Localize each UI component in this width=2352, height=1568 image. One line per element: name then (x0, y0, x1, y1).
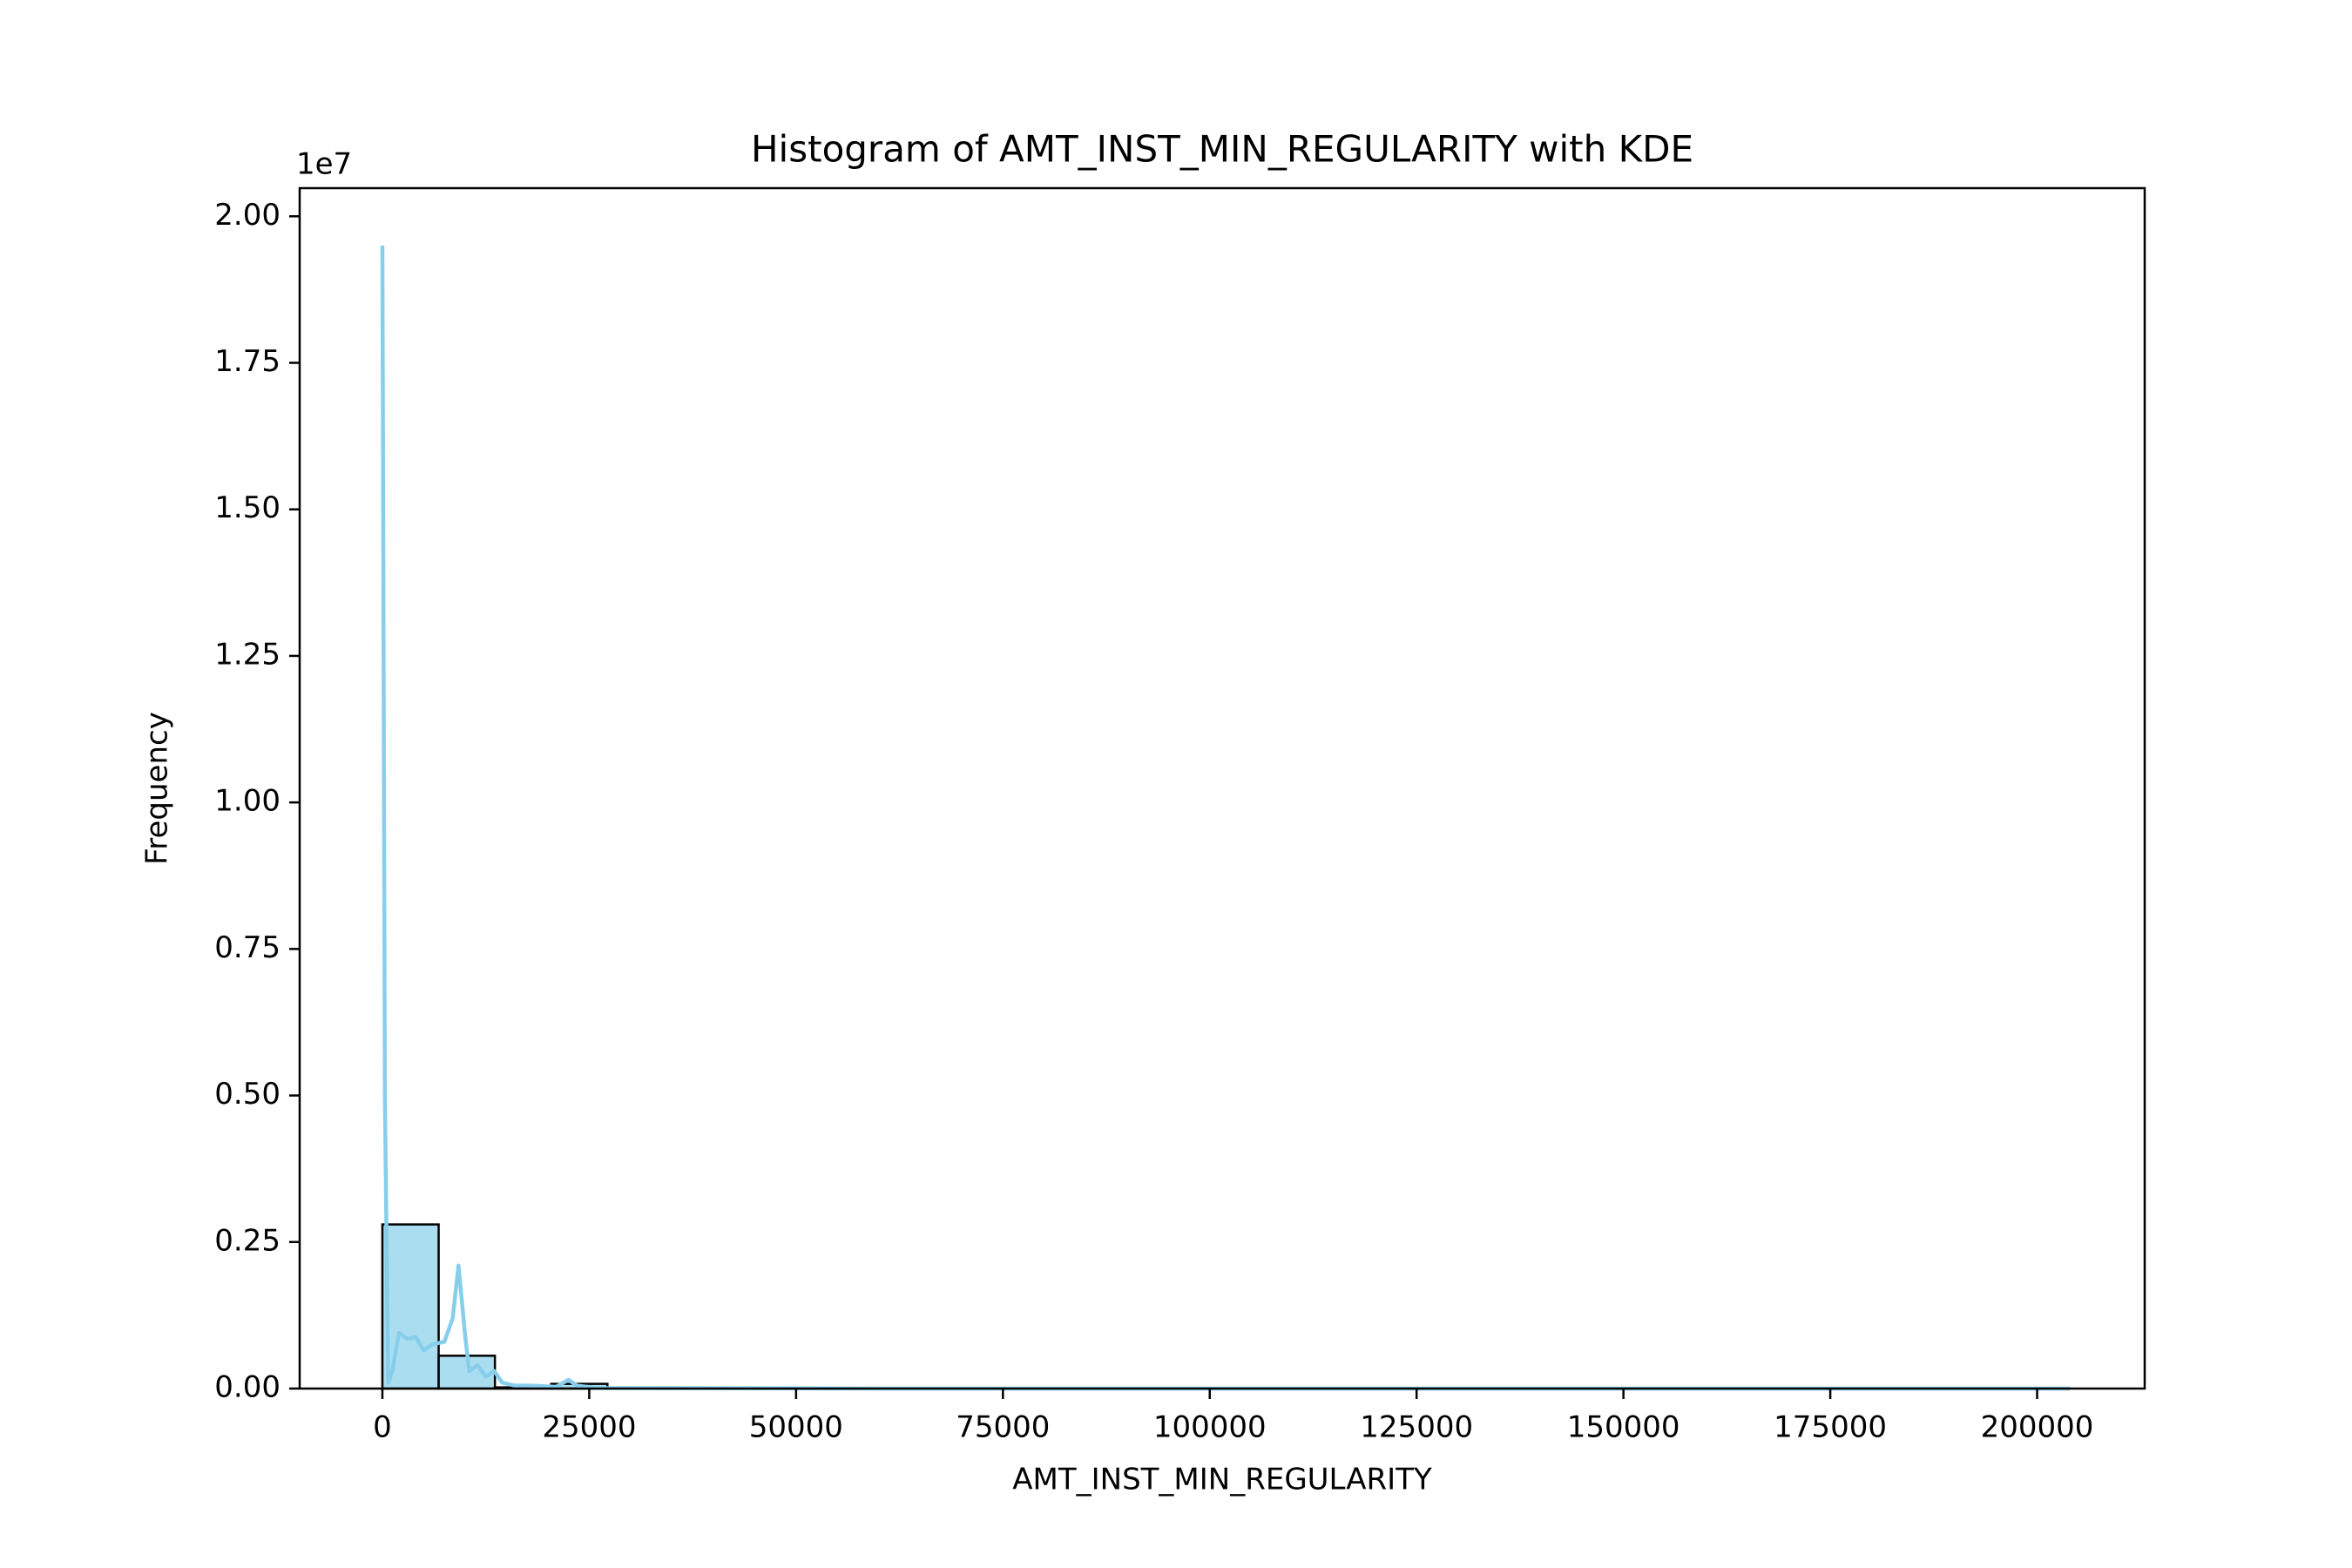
plot-frame (298, 186, 2146, 1390)
x-tick-label: 25000 (542, 1410, 636, 1445)
y-offset-label: 1e7 (296, 147, 352, 182)
y-axis-label: Frequency (140, 712, 175, 865)
x-tick-label: 200000 (1981, 1410, 2094, 1445)
x-tick-label: 150000 (1567, 1410, 1680, 1445)
y-tick-label: 0.00 (214, 1370, 280, 1405)
y-tick-label: 1.25 (214, 637, 280, 672)
y-tick-label: 2.00 (214, 198, 280, 233)
y-tick-label: 0.25 (214, 1223, 280, 1258)
x-axis-label: AMT_INST_MIN_REGULARITY (1012, 1463, 1432, 1497)
chart-title: Histogram of AMT_INST_MIN_REGULARITY wit… (751, 128, 1693, 171)
x-tick-label: 75000 (956, 1410, 1050, 1445)
y-tick-label: 1.00 (214, 784, 280, 819)
x-tick-label: 0 (373, 1410, 392, 1445)
x-tick-label: 50000 (749, 1410, 843, 1445)
y-tick-label: 1.75 (214, 344, 280, 379)
y-tick-label: 1.50 (214, 490, 280, 525)
bar (381, 1223, 440, 1390)
y-tick-label: 0.75 (214, 930, 280, 965)
x-tick-label: 100000 (1153, 1410, 1267, 1445)
y-tick-label: 0.50 (214, 1077, 280, 1112)
x-tick-label: 125000 (1360, 1410, 1473, 1445)
x-tick-label: 175000 (1774, 1410, 1887, 1445)
